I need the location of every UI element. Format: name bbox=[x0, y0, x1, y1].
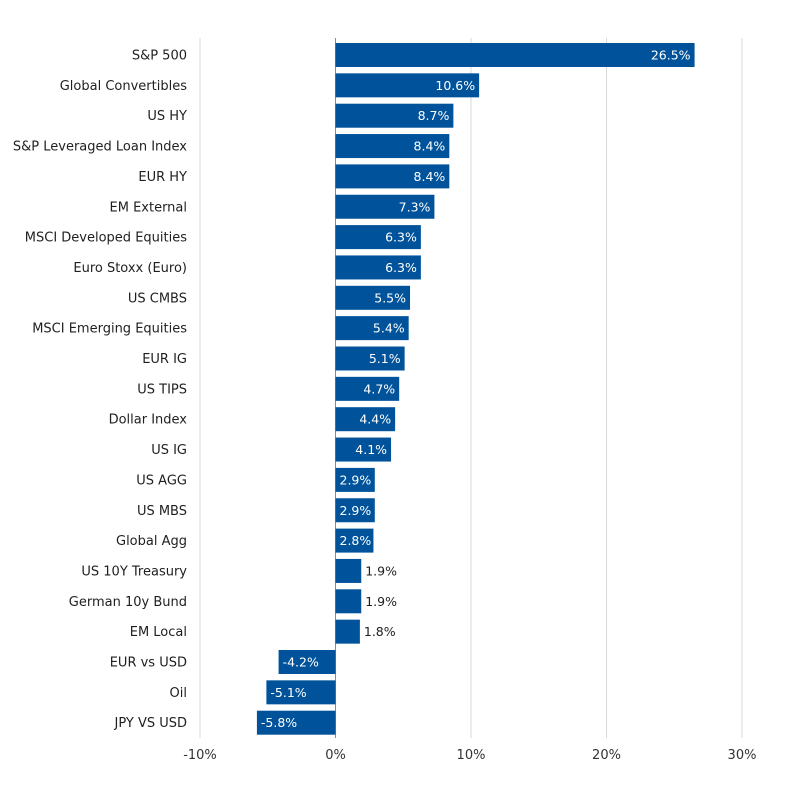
bar bbox=[335, 73, 480, 98]
category-label: Oil bbox=[170, 686, 187, 701]
bar bbox=[335, 225, 421, 250]
bar bbox=[266, 680, 336, 705]
bar bbox=[335, 407, 396, 432]
value-label: 5.4% bbox=[373, 321, 405, 336]
bar bbox=[335, 498, 375, 523]
x-tick-label: 20% bbox=[592, 748, 621, 763]
category-label: US AGG bbox=[136, 473, 187, 488]
x-tick-label: 0% bbox=[325, 748, 346, 763]
value-label: 5.1% bbox=[369, 351, 401, 366]
value-label: 6.3% bbox=[385, 260, 417, 275]
bar bbox=[335, 376, 400, 401]
bar bbox=[335, 285, 411, 310]
category-label: EM Local bbox=[130, 625, 187, 640]
category-label: EUR vs USD bbox=[110, 656, 187, 671]
bar bbox=[335, 619, 360, 644]
value-label: 5.5% bbox=[374, 290, 406, 305]
bar bbox=[335, 528, 374, 553]
category-label: Euro Stoxx (Euro) bbox=[73, 261, 187, 276]
bar bbox=[335, 164, 450, 189]
category-label: US MBS bbox=[137, 504, 187, 519]
value-label: 4.4% bbox=[359, 412, 391, 427]
value-label: 1.9% bbox=[365, 594, 397, 609]
bar bbox=[335, 103, 454, 128]
category-labels: S&P 500 Global Convertibles US HY S&P Lever… bbox=[13, 49, 187, 732]
category-label: MSCI Emerging Equities bbox=[32, 322, 187, 337]
value-label: -4.2% bbox=[283, 655, 319, 670]
value-label: 2.9% bbox=[340, 472, 372, 487]
value-label: 8.4% bbox=[414, 139, 446, 154]
value-labels: 26.5% 10.6% 8.7% 8.4% 8.4% 7.3% 6.3% 6.3% 5.5% 5.… bbox=[261, 48, 691, 731]
category-label: EM External bbox=[110, 200, 188, 215]
gridlines bbox=[199, 38, 743, 738]
bar bbox=[335, 316, 409, 341]
bar bbox=[278, 650, 336, 674]
category-label: EUR HY bbox=[138, 170, 187, 185]
category-label: US TIPS bbox=[137, 382, 187, 397]
category-label: S&P Leveraged Loan Index bbox=[13, 140, 187, 155]
value-label: 8.4% bbox=[414, 169, 446, 184]
value-label: 4.1% bbox=[355, 442, 387, 457]
value-label: 1.9% bbox=[365, 563, 397, 578]
bar bbox=[335, 467, 375, 492]
value-label: 6.3% bbox=[385, 230, 417, 245]
value-label: 8.7% bbox=[418, 108, 450, 123]
x-tick-label: 10% bbox=[457, 748, 486, 763]
bar bbox=[335, 43, 695, 67]
bars bbox=[256, 43, 695, 735]
value-label: 10.6% bbox=[435, 78, 475, 93]
value-label: 7.3% bbox=[399, 199, 431, 214]
x-tick-label: 30% bbox=[728, 748, 757, 763]
category-label: Global Convertibles bbox=[60, 79, 187, 94]
bar bbox=[335, 437, 392, 462]
x-tick-label: -10% bbox=[183, 748, 217, 763]
category-label: S&P 500 bbox=[132, 49, 187, 64]
bar bbox=[335, 255, 421, 280]
value-label: 4.7% bbox=[363, 381, 395, 396]
category-label: US IG bbox=[151, 443, 187, 458]
category-label: EUR IG bbox=[142, 352, 187, 367]
category-label: US 10Y Treasury bbox=[81, 564, 187, 579]
x-axis-ticks: -10% 0% 10% 20% 30% bbox=[183, 748, 756, 763]
value-label: -5.1% bbox=[270, 685, 306, 700]
category-label: Global Agg bbox=[116, 534, 187, 549]
category-label: US CMBS bbox=[128, 291, 187, 306]
value-label: 1.8% bbox=[364, 624, 396, 639]
bar bbox=[335, 558, 362, 583]
bar bbox=[335, 346, 405, 371]
category-label: Dollar Index bbox=[109, 413, 188, 428]
value-label: -5.8% bbox=[261, 715, 297, 730]
value-label: 2.9% bbox=[340, 503, 372, 518]
value-label: 2.8% bbox=[340, 533, 372, 548]
value-label: 26.5% bbox=[651, 48, 691, 63]
category-label: JPY VS USD bbox=[113, 716, 187, 731]
category-label: MSCI Developed Equities bbox=[25, 231, 187, 246]
bar bbox=[335, 194, 435, 219]
bar bbox=[335, 134, 450, 159]
bar bbox=[335, 589, 362, 614]
category-label: US HY bbox=[147, 109, 187, 124]
category-label: German 10y Bund bbox=[69, 595, 187, 610]
bar bbox=[256, 710, 336, 735]
